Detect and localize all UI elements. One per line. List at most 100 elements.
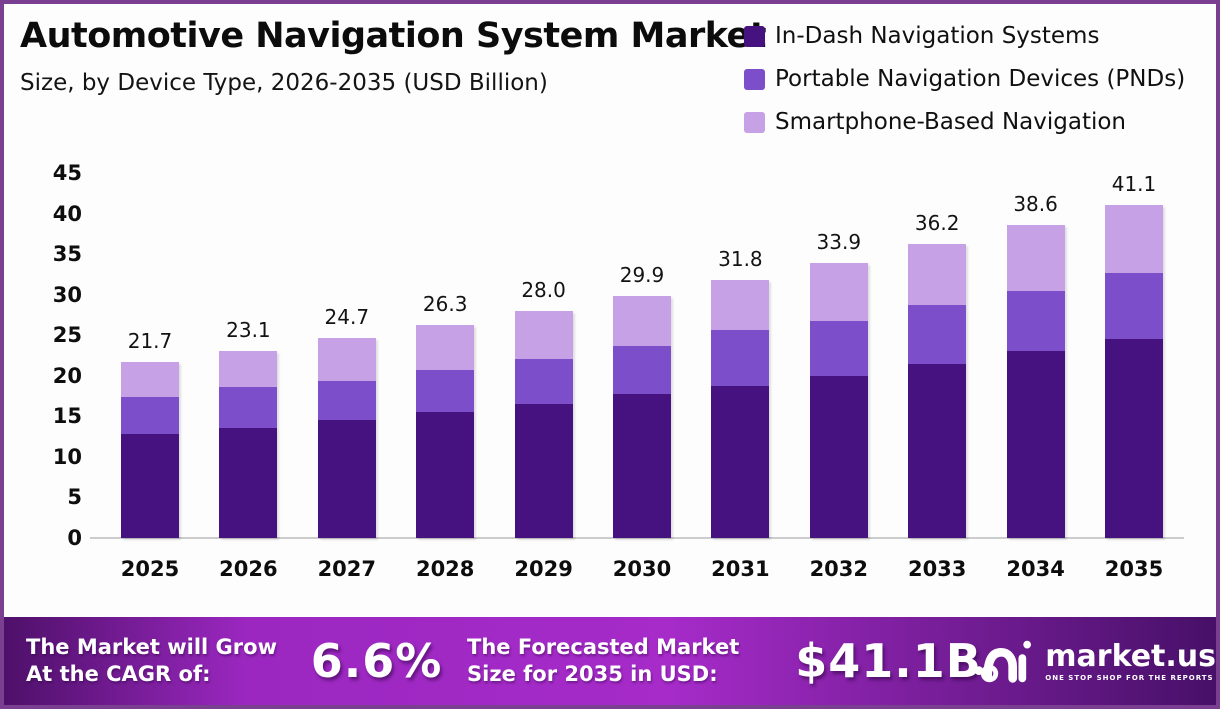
x-tick-label: 2027 (317, 557, 377, 581)
y-tick-label: 20 (52, 363, 82, 388)
bar-segment (219, 350, 278, 388)
bar-segment (908, 305, 967, 364)
bar-2031 (711, 280, 770, 538)
bar-segment (1006, 224, 1065, 291)
bar-segment (1006, 351, 1065, 538)
bar-segment (416, 324, 475, 371)
bottom-banner: The Market will Grow At the CAGR of: 6.6… (4, 617, 1216, 705)
page-subtitle: Size, by Device Type, 2026-2035 (USD Bil… (20, 70, 548, 96)
y-tick-label: 5 (67, 485, 82, 510)
cagr-value: 6.6% (310, 634, 443, 688)
bar-2034 (1006, 224, 1065, 538)
bar-segment (613, 295, 671, 346)
bar-segment (1105, 339, 1163, 538)
forecast-value: $41.1B (795, 634, 982, 688)
legend-swatch-in-dash (744, 25, 765, 47)
logo-wordmark: market.us (1045, 638, 1217, 674)
bar-segment (416, 370, 475, 413)
y-tick-label: 15 (52, 404, 82, 429)
bar-segment (908, 363, 967, 538)
legend-label: Portable Navigation Devices (PNDs) (775, 66, 1186, 92)
bar-segment (711, 385, 770, 538)
legend-swatch-smartphone (744, 111, 765, 133)
bar-segment (908, 244, 967, 306)
bar-segment (121, 434, 179, 538)
bar-total-label: 33.9 (816, 230, 862, 255)
x-tick-label: 2026 (219, 557, 278, 581)
bar-2033 (908, 244, 967, 538)
bar-2026 (219, 350, 278, 538)
x-axis-line (90, 537, 1184, 539)
bar-segment (1105, 204, 1163, 273)
bar-total-label: 24.7 (324, 304, 370, 329)
logo-tagline: ONE STOP SHOP FOR THE REPORTS (1045, 673, 1214, 682)
y-tick-label: 45 (52, 161, 82, 186)
bar-segment (809, 320, 868, 376)
legend-item-smartphone: Smartphone-Based Navigation (744, 108, 1185, 136)
bar-segment (416, 412, 475, 538)
bar-segment (514, 404, 573, 538)
legend-swatch-pnds (744, 68, 765, 90)
y-tick-label: 35 (52, 242, 82, 267)
bar-segment (514, 310, 573, 359)
bar-total-label: 26.3 (422, 291, 468, 316)
y-tick-label: 10 (52, 444, 82, 469)
bar-segment (809, 375, 868, 538)
bar-total-label: 23.1 (226, 317, 271, 342)
y-tick-label: 25 (52, 323, 82, 348)
bar-total-label: 41.1 (1111, 171, 1157, 196)
bar-total-label: 38.6 (1013, 191, 1058, 216)
legend-label: Smartphone-Based Navigation (775, 109, 1126, 135)
bar-total-label: 29.9 (619, 262, 665, 287)
x-tick-label: 2032 (809, 557, 869, 581)
bar-segment (1105, 272, 1163, 340)
x-tick-label: 2031 (711, 557, 770, 581)
bar-segment (121, 362, 179, 397)
legend: In-Dash Navigation Systems Portable Navi… (744, 22, 1185, 136)
stacked-bar-chart: 0 5 10 15 20 25 30 35 40 45 21.7 2025 23.1 2026 24.7 20… (4, 4, 1216, 617)
bar-2032 (809, 263, 868, 538)
bar-2025 (121, 362, 179, 538)
bar-2028 (416, 324, 475, 538)
bar-segment (711, 330, 770, 386)
bar-segment (219, 387, 278, 428)
legend-item-pnds: Portable Navigation Devices (PNDs) (744, 65, 1185, 93)
bar-2030 (613, 295, 671, 538)
bar-segment (613, 394, 671, 538)
marketus-logo-glyph (974, 640, 1032, 683)
bar-2035 (1105, 204, 1163, 538)
bar-segment (317, 337, 376, 381)
x-tick-label: 2025 (120, 557, 180, 581)
bar-total-label: 28.0 (521, 277, 566, 302)
cagr-label: The Market will Grow At the CAGR of: (26, 635, 277, 686)
bar-segment (317, 419, 376, 538)
y-tick-label: 0 (67, 526, 82, 550)
bar-segment (219, 427, 278, 538)
bar-segment (317, 380, 376, 420)
forecast-label: The Forecasted Market Size for 2035 in U… (467, 635, 740, 686)
x-tick-label: 2030 (612, 557, 672, 581)
x-tick-label: 2028 (415, 557, 475, 581)
bar-2029 (514, 310, 573, 538)
page-title: Automotive Navigation System Market (20, 16, 767, 56)
bar-total-label: 21.7 (127, 329, 173, 353)
x-tick-label: 2035 (1104, 557, 1164, 581)
x-tick-label: 2029 (514, 557, 573, 581)
bar-segment (711, 280, 770, 331)
y-tick-label: 40 (52, 201, 82, 226)
bar-segment (121, 396, 179, 435)
bar-segment (809, 263, 868, 321)
marketus-logo: market.us ONE STOP SHOP FOR THE REPORTS (973, 634, 1216, 688)
legend-item-in-dash: In-Dash Navigation Systems (744, 22, 1185, 50)
bar-total-label: 36.2 (914, 211, 960, 236)
y-tick-label: 30 (52, 282, 82, 307)
bar-segment (1006, 290, 1065, 352)
bar-segment (514, 358, 573, 405)
x-tick-label: 2034 (1006, 557, 1065, 581)
bar-total-label: 31.8 (718, 247, 763, 272)
bar-2027 (317, 337, 376, 538)
bar-segment (613, 345, 671, 395)
legend-label: In-Dash Navigation Systems (775, 23, 1100, 49)
x-tick-label: 2033 (907, 557, 967, 581)
